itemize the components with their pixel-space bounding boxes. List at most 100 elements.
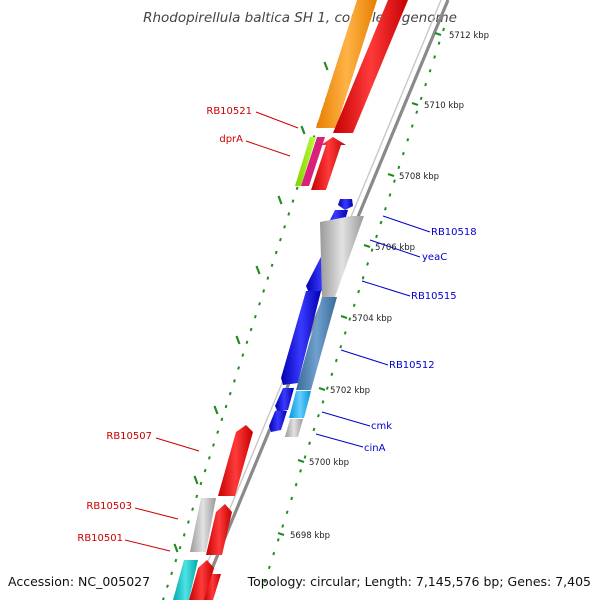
ruler-dot xyxy=(272,551,276,556)
gene-arrow-gray-cinA[interactable] xyxy=(285,419,303,437)
gene-label-rb10512[interactable]: RB10512 xyxy=(389,360,435,371)
ruler-dot xyxy=(299,469,302,473)
ruler-dot xyxy=(245,340,249,345)
ruler-dot xyxy=(178,545,182,550)
gene-label-rb10507[interactable]: RB10507 xyxy=(106,431,152,442)
gene-label-rb10518[interactable]: RB10518 xyxy=(431,227,477,238)
forward-strand-genes xyxy=(269,199,364,437)
tick-label: 5700 kbp xyxy=(309,458,349,468)
ruler-dot xyxy=(312,427,316,432)
gene-arrow-blue-cinA[interactable] xyxy=(269,411,287,432)
gene-arrow-blue-cmk[interactable] xyxy=(275,388,294,412)
outer-major-tick xyxy=(255,265,261,275)
ruler-dot xyxy=(339,344,343,349)
inner-major-tick xyxy=(411,101,419,107)
gene-label-rb10515[interactable]: RB10515 xyxy=(411,291,457,302)
gene-label-rb10501[interactable]: RB10501 xyxy=(77,533,123,544)
gene-arrow-cyan-rb10501[interactable] xyxy=(173,560,198,600)
inner-major-tick xyxy=(297,458,305,464)
topology-text: Topology: circular; Length: 7,145,576 bp… xyxy=(247,574,591,589)
gene-arrow-red-rb10507[interactable] xyxy=(218,425,253,496)
gene-arrow-gray-yeaC[interactable] xyxy=(320,216,364,297)
inner-major-tick xyxy=(363,243,371,249)
ruler-dot xyxy=(220,417,224,422)
inner-major-tick xyxy=(318,386,326,392)
ruler-dot xyxy=(262,289,266,293)
gene-arrow-orange[interactable] xyxy=(316,0,377,128)
ruler-dot xyxy=(203,468,207,473)
ruler-dot xyxy=(276,538,280,542)
ruler-dot xyxy=(294,482,298,487)
gene-arrow-sky-cmk[interactable] xyxy=(289,391,311,418)
tick-label: 5698 kbp xyxy=(290,531,330,541)
ruler-dot xyxy=(397,165,401,170)
gene-labels-left: RB10521 dprA RB10507 RB10503 RB10501 xyxy=(77,106,252,544)
gene-arrow-red-rb10503[interactable] xyxy=(206,504,232,555)
ruler-dot xyxy=(370,248,374,252)
ruler-dot xyxy=(249,327,253,332)
ruler-dot xyxy=(366,262,370,266)
accession-text: Accession: NC_005027 xyxy=(8,574,150,589)
map-title: Rhodopirellula baltica SH 1, complete ge… xyxy=(143,10,457,26)
ruler-dot xyxy=(295,186,299,191)
ruler-dot xyxy=(437,41,441,45)
ruler-dot xyxy=(317,413,320,418)
ruler-dot xyxy=(212,443,215,447)
inner-major-tick xyxy=(434,31,442,37)
ruler-dot xyxy=(241,353,245,357)
ruler-dot xyxy=(267,565,271,570)
gene-label-yeac[interactable]: yeaC xyxy=(422,252,447,263)
ruler-dot xyxy=(166,584,169,588)
label-leaders xyxy=(124,111,431,552)
outer-major-tick xyxy=(235,335,241,345)
gene-arrow-blue-rb10518[interactable] xyxy=(338,199,353,210)
ruler-dot xyxy=(303,455,307,459)
tick-label: 5704 kbp xyxy=(352,314,392,324)
ruler-dots xyxy=(162,19,445,600)
outer-ticks xyxy=(173,31,442,553)
ruler-dot xyxy=(263,579,267,583)
tick-label: 5710 kbp xyxy=(424,101,464,111)
gene-arrow-lime[interactable] xyxy=(295,137,316,186)
ruler-dot xyxy=(174,558,178,563)
gene-label-dpra[interactable]: dprA xyxy=(219,134,243,145)
tick-label: 5712 kbp xyxy=(449,31,489,41)
ruler-dot xyxy=(424,82,428,87)
gene-label-cmk[interactable]: cmk xyxy=(371,421,392,432)
ruler-dot xyxy=(330,372,334,377)
ruler-dot xyxy=(182,533,186,537)
gene-arrow-red-dprA[interactable] xyxy=(311,137,346,190)
ruler-dot xyxy=(352,303,356,308)
ruler-dot xyxy=(287,212,291,216)
gene-arrow-gray-rb10503[interactable] xyxy=(190,498,216,552)
ruler-dot xyxy=(199,481,203,486)
outer-major-tick xyxy=(323,61,329,71)
gene-arrow-red-bottom[interactable] xyxy=(204,574,221,600)
ruler-dot xyxy=(401,151,405,156)
gene-arrow-blue-rb10512[interactable] xyxy=(281,291,321,385)
tick-label: 5708 kbp xyxy=(399,172,439,182)
ruler-dot xyxy=(384,207,387,211)
ruler-dot xyxy=(170,571,174,576)
gene-arrow-steel-rb10512[interactable] xyxy=(296,297,337,390)
gene-label-rb10503[interactable]: RB10503 xyxy=(86,501,132,512)
ruler-dot xyxy=(321,400,325,404)
gene-arrow-magenta[interactable] xyxy=(301,137,325,186)
reverse-strand-genes xyxy=(173,0,408,600)
inner-major-tick xyxy=(340,314,348,320)
backbone xyxy=(191,0,450,600)
ruler-dot xyxy=(270,263,274,268)
ruler-dot xyxy=(283,225,287,229)
ruler-dot xyxy=(233,379,236,383)
ruler-dot xyxy=(325,386,329,390)
gene-label-cina[interactable]: cinA xyxy=(364,443,386,454)
gene-label-rb10521[interactable]: RB10521 xyxy=(206,106,252,117)
gene-arrow-red-top[interactable] xyxy=(333,0,408,133)
gene-labels-right: RB10518 yeaC RB10515 RB10512 cmk cinA xyxy=(364,227,477,454)
ruler-dot xyxy=(281,524,285,528)
ruler-dot xyxy=(186,520,190,524)
ruler-dot xyxy=(428,69,432,73)
ruler-dot xyxy=(290,496,294,501)
ruler-dot xyxy=(291,199,295,203)
